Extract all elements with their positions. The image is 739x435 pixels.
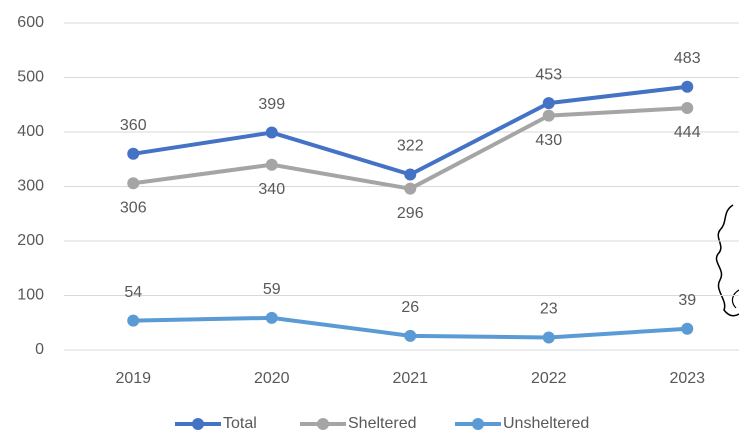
data-label: 54 — [124, 284, 142, 301]
data-point — [404, 183, 416, 195]
data-label: 399 — [258, 96, 285, 113]
y-tick-label: 0 — [35, 341, 44, 358]
legend-label: Unsheltered — [503, 415, 589, 432]
legend-marker — [317, 418, 329, 430]
data-point — [543, 110, 555, 122]
y-tick-label: 100 — [17, 287, 44, 304]
data-point — [266, 159, 278, 171]
x-tick-label: 2020 — [254, 370, 290, 387]
data-point — [681, 323, 693, 335]
data-point — [127, 177, 139, 189]
data-label: 23 — [540, 301, 558, 318]
data-point — [404, 169, 416, 181]
data-label: 444 — [674, 124, 701, 141]
data-point — [404, 330, 416, 342]
data-point — [127, 148, 139, 160]
data-label: 453 — [535, 66, 562, 83]
data-point — [266, 127, 278, 139]
legend-label: Total — [223, 415, 257, 432]
data-point — [681, 81, 693, 93]
data-label: 322 — [397, 138, 424, 155]
data-point — [266, 312, 278, 324]
scribble — [732, 290, 739, 308]
y-tick-label: 400 — [17, 123, 44, 140]
y-tick-label: 600 — [17, 14, 44, 31]
data-label: 340 — [258, 181, 285, 198]
legend-label: Sheltered — [348, 415, 417, 432]
legend-marker — [192, 418, 204, 430]
x-tick-label: 2022 — [531, 370, 567, 387]
data-label: 296 — [397, 205, 424, 222]
x-tick-label: 2023 — [669, 370, 705, 387]
chart: 0 100 200 300 400 500 600 2019 2020 2021 2022 2023 3… — [0, 0, 739, 435]
y-tick-label: 500 — [17, 69, 44, 86]
data-point — [543, 331, 555, 343]
y-tick-label: 300 — [17, 178, 44, 195]
legend-marker — [472, 418, 484, 430]
data-point — [543, 97, 555, 109]
data-label: 39 — [678, 292, 696, 309]
scribble — [716, 205, 739, 316]
data-label: 483 — [674, 50, 701, 67]
series-line — [133, 87, 687, 175]
data-label: 59 — [263, 281, 281, 298]
data-label: 430 — [535, 132, 562, 149]
data-label: 26 — [401, 299, 419, 316]
data-point — [681, 102, 693, 114]
x-tick-label: 2019 — [115, 370, 151, 387]
data-label: 306 — [120, 199, 147, 216]
x-tick-label: 2021 — [392, 370, 428, 387]
y-tick-label: 200 — [17, 232, 44, 249]
data-label: 360 — [120, 117, 147, 134]
data-point — [127, 315, 139, 327]
